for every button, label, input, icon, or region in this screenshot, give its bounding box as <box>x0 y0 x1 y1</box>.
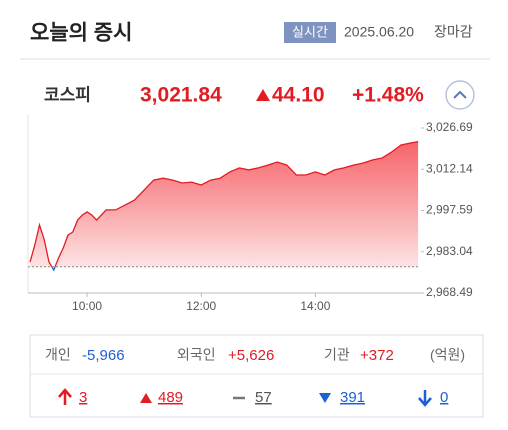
badge: 실시간 <box>292 24 328 39</box>
button-circle <box>445 80 475 110</box>
y-tick-label: 3,026.69 <box>426 120 473 134</box>
rise-icon <box>140 393 152 403</box>
upper-limit-icon <box>58 388 72 405</box>
lower-limit-icon <box>418 390 432 407</box>
chevron <box>453 90 467 99</box>
y-tick-label: 2,997.59 <box>426 203 473 217</box>
index-price: 3,021.84 <box>140 84 222 107</box>
badge-bg <box>284 22 336 43</box>
lower-limit-count[interactable]: 0 <box>440 389 448 406</box>
investor-value: -5,966 <box>82 347 125 364</box>
index-change: 44.10 <box>272 84 325 107</box>
fall-count[interactable]: 391 <box>340 389 365 406</box>
chart: 2,968.49 2,983.04 2,997.59 3,012.14 3,026.69… <box>27 115 473 313</box>
y-tick-label: 3,012.14 <box>426 161 473 175</box>
flat-count[interactable]: 57 <box>255 389 272 406</box>
up-icon <box>256 89 270 101</box>
rise-count[interactable]: 489 <box>158 389 183 406</box>
upper-limit-count[interactable]: 3 <box>79 389 87 406</box>
line-up <box>29 141 419 267</box>
investor-label: 외국인 <box>177 347 216 363</box>
title: 오늘의 증시 <box>30 22 132 45</box>
area-up <box>30 141 419 267</box>
investor-label: 기관 <box>324 347 350 363</box>
investor-label: 개인 <box>45 347 71 363</box>
x-tick-label: 14:00 <box>300 299 330 313</box>
status: 장마감 <box>434 24 473 40</box>
investor-value: +5,626 <box>228 347 274 364</box>
index-change-pct: +1.48% <box>352 84 424 107</box>
date: 2025.06.20 <box>344 24 414 40</box>
x-tick-label: 12:00 <box>186 299 216 313</box>
summary-box <box>29 334 484 418</box>
fall-icon <box>319 393 331 403</box>
index-name: 코스피 <box>44 85 91 104</box>
y-tick-label: 2,968.49 <box>426 285 473 299</box>
unit: (억원) <box>430 347 465 363</box>
x-tick-label: 10:00 <box>72 299 102 313</box>
investor-value: +372 <box>360 347 394 364</box>
collapse-button[interactable] <box>445 80 475 110</box>
y-tick-label: 2,983.04 <box>426 244 473 258</box>
